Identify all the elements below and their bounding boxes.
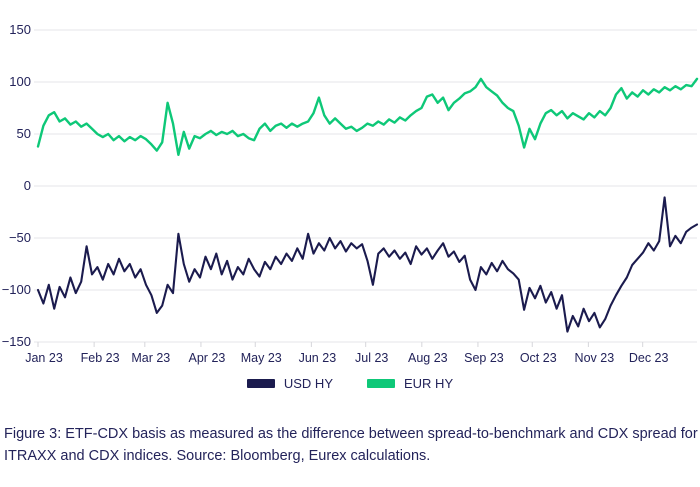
y-axis-tick-label: −150: [1, 334, 31, 349]
legend-item-usd-hy: USD HY: [246, 376, 333, 391]
y-axis-tick-label: 50: [16, 126, 31, 141]
y-axis-tick-label: −50: [8, 230, 31, 245]
x-axis-tick-label: Feb 23: [80, 351, 120, 365]
usd-hy-legend-swatch: [246, 379, 275, 388]
eur-hy-legend-swatch: [367, 379, 395, 388]
figure-caption: Figure 3: ETF-CDX basis as measured as t…: [4, 426, 698, 464]
eur-hy-line: [36, 77, 699, 157]
y-axis-tick-label: 100: [9, 74, 31, 89]
legend-item-label: USD HY: [283, 376, 333, 391]
x-axis-tick-label: Jun 23: [298, 351, 337, 365]
x-axis-tick-label: Jan 23: [25, 351, 63, 365]
x-axis-tick-label: Dec 23: [628, 351, 669, 365]
y-axis-tick-label: 150: [9, 22, 31, 37]
x-axis-tick-label: Nov 23: [574, 351, 615, 365]
y-axis-tick-label: 0: [23, 178, 31, 193]
chart-plot-area: [34, 29, 699, 347]
legend-item-label: EUR HY: [404, 376, 454, 391]
x-axis-tick-label: Apr 23: [188, 351, 226, 365]
y-axis-tick-label: −100: [1, 282, 31, 297]
x-axis-tick-label: May 23: [240, 351, 282, 365]
x-axis-tick-label: Mar 23: [131, 351, 171, 365]
chart-container: USD HY EUR HY 150 100 50 0 −50 −100 −150 Jan 23…: [0, 22, 700, 391]
x-axis-tick-label: Sep 23: [464, 351, 504, 365]
x-axis-tick-label: Oct 23: [519, 351, 557, 365]
legend-item-eur-hy: EUR HY: [367, 376, 453, 391]
usd-hy-line: [36, 196, 699, 333]
x-axis-tick-label: Jul 23: [355, 351, 389, 365]
x-axis-tick-label: Aug 23: [408, 351, 448, 365]
chart-legend: USD HY EUR HY: [0, 376, 700, 391]
